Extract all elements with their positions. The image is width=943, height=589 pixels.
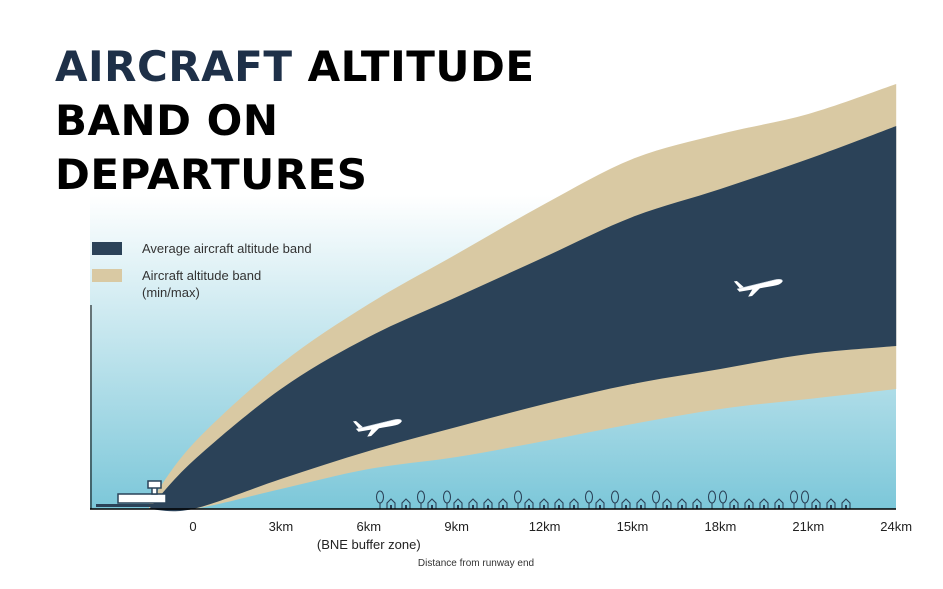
house-icon — [774, 498, 784, 509]
house-icon — [468, 498, 478, 509]
title-rest: ALTITUDE BAND ON DEPARTURES — [55, 42, 535, 199]
house-icon — [554, 498, 564, 509]
house-icon — [498, 498, 508, 509]
house-icon — [595, 498, 605, 509]
tree-icon — [651, 490, 661, 509]
legend-item-average: Average aircraft altitude band — [92, 240, 312, 257]
airport-icon — [96, 480, 196, 507]
house-icon — [744, 498, 754, 509]
tree-icon — [789, 490, 799, 509]
legend-label-average: Average aircraft altitude band — [142, 241, 312, 256]
x-tick-label: 6km — [356, 519, 382, 534]
house-icon — [569, 498, 579, 509]
house-icon — [483, 498, 493, 509]
tree-icon — [375, 490, 385, 509]
legend-item-min-max: Aircraft altitude band (min/max) — [92, 267, 312, 301]
title-accent: AIRCRAFT — [55, 42, 293, 91]
legend-label-min-max: Aircraft altitude band — [142, 268, 262, 283]
x-tick-label: 0 — [189, 519, 197, 534]
buffer-zone-label: (BNE buffer zone) — [316, 537, 421, 552]
house-icon — [539, 498, 549, 509]
house-icon — [386, 498, 396, 509]
house-icon — [621, 498, 631, 509]
house-icon — [453, 498, 463, 509]
legend-sublabel-min-max: (min/max) — [142, 285, 200, 300]
tree-icon — [584, 490, 594, 509]
house-icon — [826, 498, 836, 509]
house-icon — [841, 498, 851, 509]
house-icon — [524, 498, 534, 509]
x-tick-label: 24km — [880, 519, 913, 534]
tree-icon — [800, 490, 810, 509]
x-tick-label: 3km — [268, 519, 294, 534]
house-icon — [636, 498, 646, 509]
house-icon — [677, 498, 687, 509]
tree-icon — [718, 490, 728, 509]
house-icon — [729, 498, 739, 509]
x-axis-title: Distance from runway end — [417, 558, 535, 569]
tree-icon — [610, 490, 620, 509]
airplane-icon — [352, 418, 402, 437]
tree-icon — [442, 490, 452, 509]
house-icon — [427, 498, 437, 509]
tree-icon — [416, 490, 426, 509]
house-icon — [811, 498, 821, 509]
tree-icon — [707, 490, 717, 509]
average-altitude-band — [149, 126, 897, 512]
ground-houses-and-trees — [375, 490, 851, 509]
house-icon — [401, 498, 411, 509]
legend: Average aircraft altitude band Aircraft … — [92, 240, 312, 311]
legend-swatch-min-max — [92, 269, 122, 282]
house-icon — [692, 498, 702, 509]
page-title: AIRCRAFT ALTITUDE BAND ON DEPARTURES — [55, 40, 575, 202]
x-tick-label: 18km — [704, 519, 737, 534]
legend-swatch-average — [92, 242, 122, 255]
airplane-icon — [733, 278, 783, 297]
house-icon — [662, 498, 672, 509]
x-tick-label: 21km — [792, 519, 825, 534]
tree-icon — [513, 490, 523, 509]
house-icon — [759, 498, 769, 509]
x-tick-label: 12km — [528, 519, 561, 534]
x-tick-label: 9km — [444, 519, 469, 534]
x-tick-label: 15km — [616, 519, 649, 534]
